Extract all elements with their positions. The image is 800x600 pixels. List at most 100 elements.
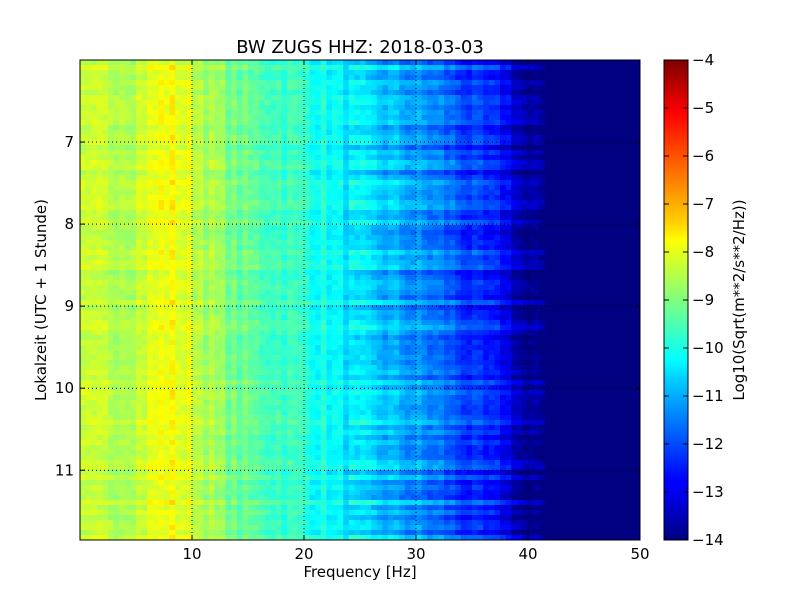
heatmap-cell bbox=[634, 135, 640, 141]
heatmap-cell bbox=[259, 80, 266, 86]
heatmap-cell bbox=[382, 105, 389, 111]
heatmap-cell bbox=[192, 65, 199, 71]
heatmap-cell bbox=[382, 125, 389, 131]
heatmap-cell bbox=[477, 205, 484, 211]
heatmap-cell bbox=[460, 255, 467, 261]
heatmap-cell bbox=[192, 300, 199, 306]
heatmap-cell bbox=[236, 275, 243, 281]
heatmap-cell bbox=[175, 290, 182, 296]
heatmap-cell bbox=[365, 145, 372, 151]
heatmap-cell bbox=[477, 305, 484, 311]
heatmap-cell bbox=[147, 280, 154, 286]
chart-title: BW ZUGS HHZ: 2018-03-03 bbox=[236, 37, 484, 58]
heatmap-cell bbox=[483, 305, 490, 311]
heatmap-cell bbox=[606, 270, 613, 276]
heatmap-cell bbox=[259, 305, 266, 311]
heatmap-cell bbox=[584, 110, 591, 116]
heatmap-cell bbox=[220, 180, 227, 186]
heatmap-cell bbox=[108, 80, 115, 86]
heatmap-cell bbox=[567, 155, 574, 161]
heatmap-cell bbox=[164, 205, 171, 211]
heatmap-cell bbox=[533, 60, 540, 66]
heatmap-cell bbox=[287, 165, 294, 171]
heatmap-cell bbox=[365, 245, 372, 251]
heatmap-cell bbox=[192, 265, 199, 271]
heatmap-cell bbox=[281, 240, 288, 246]
heatmap-cell bbox=[242, 300, 249, 306]
heatmap-cell bbox=[320, 130, 327, 136]
heatmap-cell bbox=[102, 115, 109, 121]
heatmap-cell bbox=[113, 280, 120, 286]
heatmap-cell bbox=[332, 230, 339, 236]
heatmap-cell bbox=[522, 245, 529, 251]
heatmap-cell bbox=[337, 165, 344, 171]
heatmap-cell bbox=[410, 105, 417, 111]
heatmap-cell bbox=[522, 130, 529, 136]
heatmap-cell bbox=[623, 245, 630, 251]
heatmap-cell bbox=[432, 75, 439, 81]
heatmap-cell bbox=[180, 60, 187, 66]
heatmap-cell bbox=[399, 240, 406, 246]
heatmap-cell bbox=[242, 225, 249, 231]
heatmap-cell bbox=[175, 230, 182, 236]
heatmap-cell bbox=[130, 205, 137, 211]
heatmap-cell bbox=[399, 235, 406, 241]
heatmap-cell bbox=[494, 235, 501, 241]
heatmap-cell bbox=[119, 265, 126, 271]
heatmap-cell bbox=[466, 125, 473, 131]
heatmap-cell bbox=[488, 210, 495, 216]
heatmap-cell bbox=[332, 110, 339, 116]
heatmap-cell bbox=[600, 220, 607, 226]
heatmap-cell bbox=[500, 260, 507, 266]
heatmap-cell bbox=[119, 295, 126, 301]
heatmap-cell bbox=[522, 145, 529, 151]
heatmap-cell bbox=[623, 290, 630, 296]
heatmap-cell bbox=[96, 220, 103, 226]
heatmap-cell bbox=[612, 250, 619, 256]
heatmap-cell bbox=[80, 240, 87, 246]
heatmap-cell bbox=[276, 255, 283, 261]
heatmap-cell bbox=[102, 60, 109, 66]
heatmap-cell bbox=[136, 90, 143, 96]
heatmap-cell bbox=[360, 65, 367, 71]
heatmap-cell bbox=[259, 100, 266, 106]
heatmap-cell bbox=[276, 150, 283, 156]
heatmap-cell bbox=[511, 260, 518, 266]
heatmap-cell bbox=[612, 90, 619, 96]
heatmap-cell bbox=[281, 215, 288, 221]
heatmap-cell bbox=[80, 155, 87, 161]
heatmap-cell bbox=[388, 85, 395, 91]
heatmap-cell bbox=[152, 175, 159, 181]
heatmap-cell bbox=[231, 250, 238, 256]
heatmap-cell bbox=[287, 70, 294, 76]
heatmap-cell bbox=[500, 270, 507, 276]
heatmap-cell bbox=[393, 160, 400, 166]
heatmap-cell bbox=[595, 300, 602, 306]
heatmap-cell bbox=[516, 70, 523, 76]
heatmap-cell bbox=[617, 175, 624, 181]
heatmap-cell bbox=[147, 295, 154, 301]
heatmap-cell bbox=[393, 190, 400, 196]
heatmap-cell bbox=[472, 205, 479, 211]
heatmap-cell bbox=[584, 285, 591, 291]
heatmap-cell bbox=[136, 110, 143, 116]
heatmap-cell bbox=[544, 180, 551, 186]
heatmap-cell bbox=[427, 75, 434, 81]
heatmap-cell bbox=[488, 70, 495, 76]
heatmap-cell bbox=[376, 175, 383, 181]
heatmap-cell bbox=[477, 145, 484, 151]
heatmap-cell bbox=[477, 210, 484, 216]
heatmap-cell bbox=[320, 100, 327, 106]
heatmap-cell bbox=[281, 135, 288, 141]
heatmap-cell bbox=[169, 260, 176, 266]
heatmap-cell bbox=[96, 200, 103, 206]
heatmap-cell bbox=[511, 240, 518, 246]
heatmap-cell bbox=[500, 85, 507, 91]
heatmap-cell bbox=[91, 130, 98, 136]
heatmap-cell bbox=[382, 255, 389, 261]
heatmap-cell bbox=[225, 295, 232, 301]
heatmap-cell bbox=[259, 225, 266, 231]
heatmap-cell bbox=[438, 295, 445, 301]
heatmap-cell bbox=[248, 105, 255, 111]
heatmap-cell bbox=[192, 75, 199, 81]
